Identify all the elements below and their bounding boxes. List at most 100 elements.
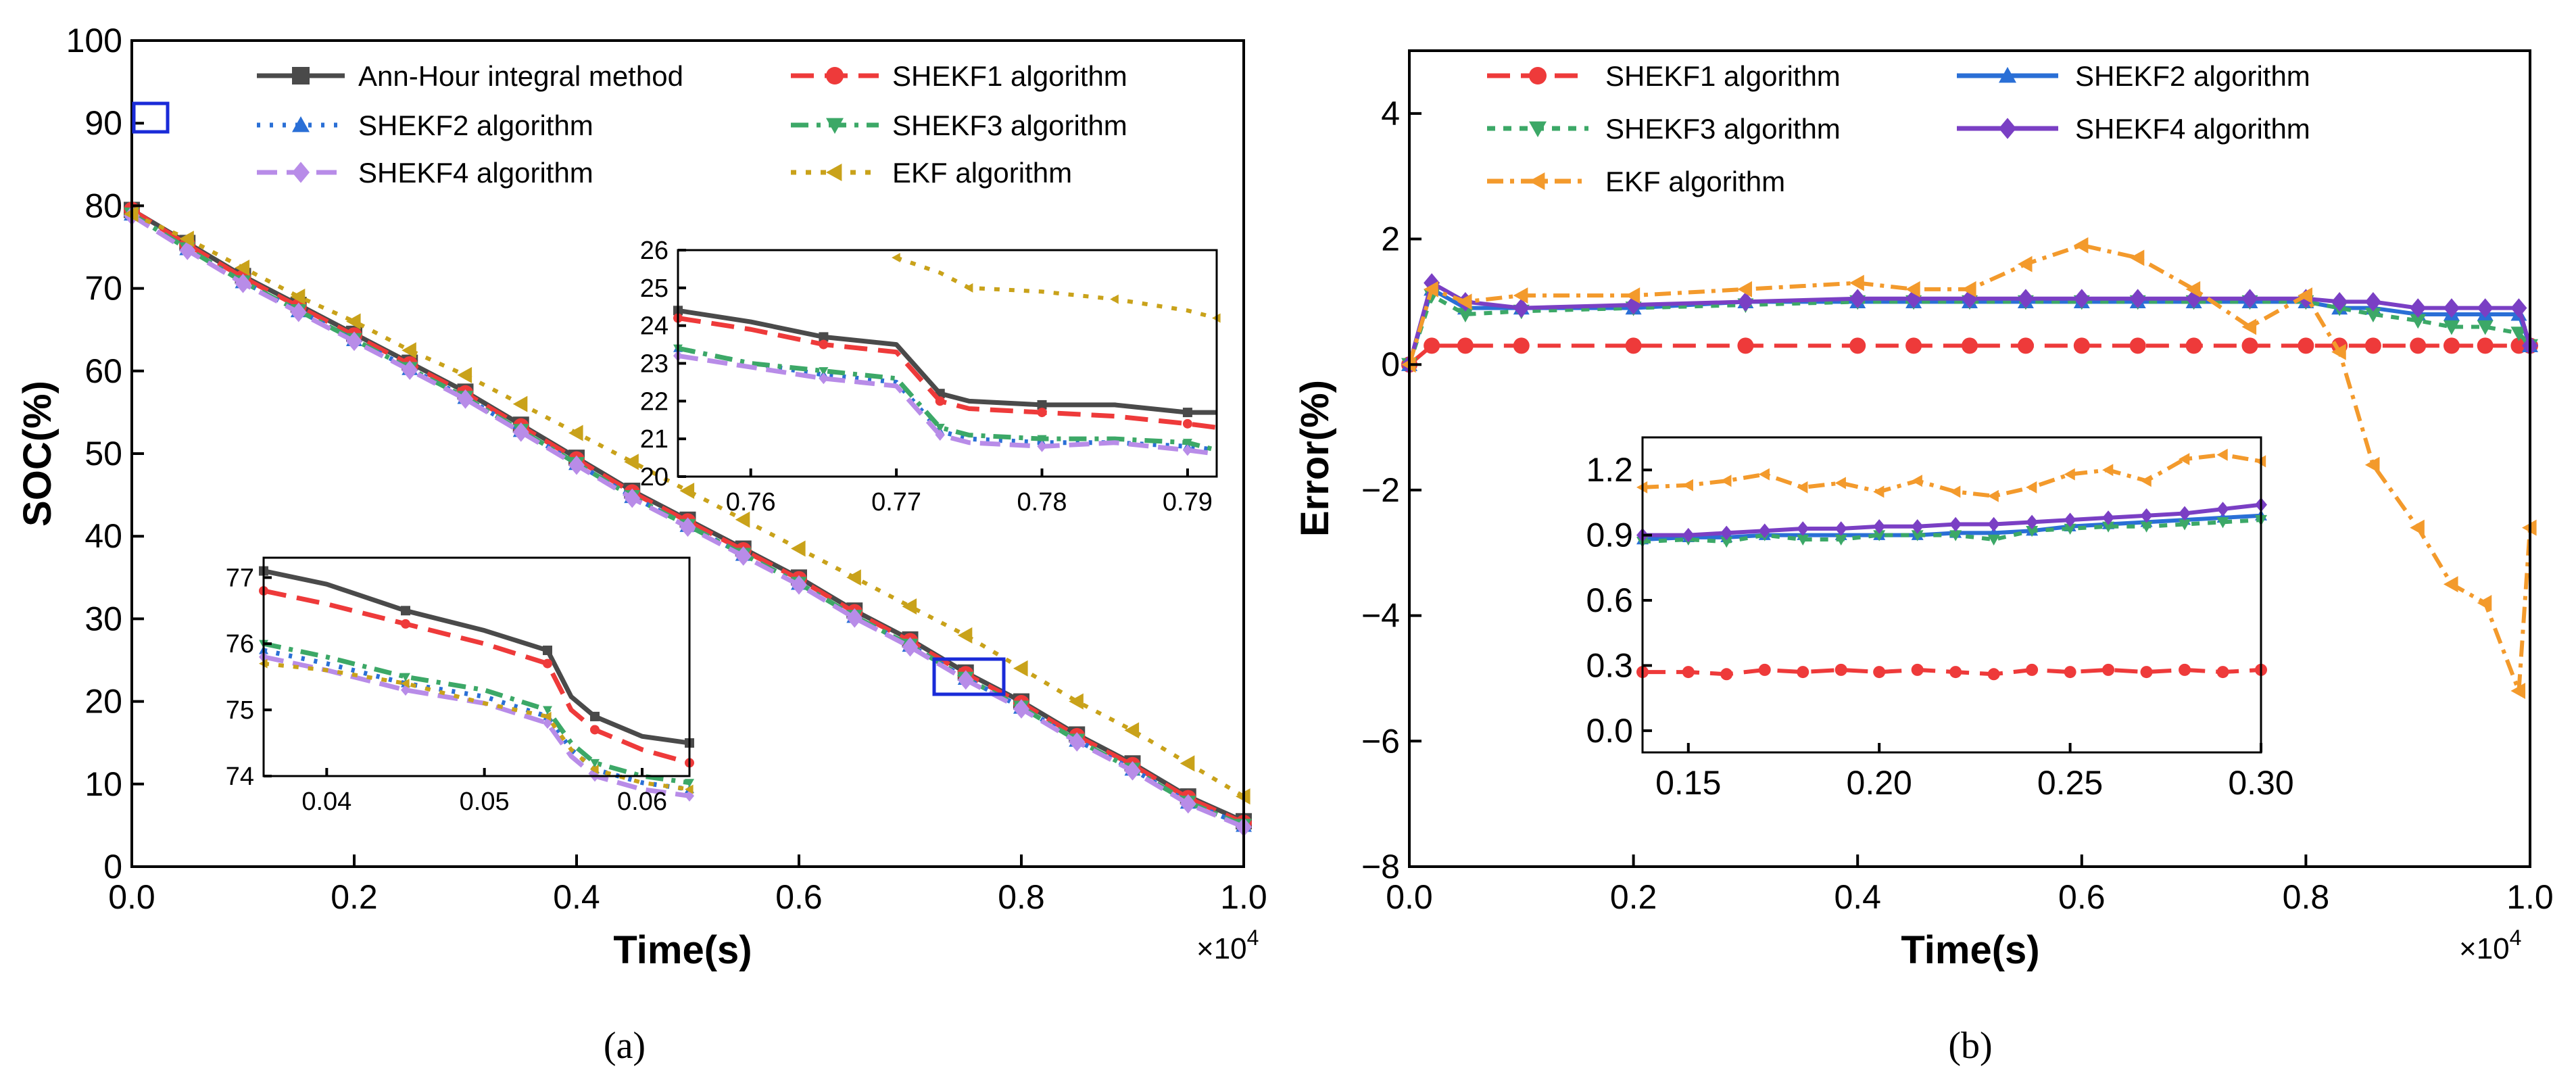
b-main-ytick-label-0: −8	[1361, 848, 1400, 886]
b-main-point-0-18	[2443, 337, 2460, 354]
a-main-point-5-1	[179, 231, 194, 247]
a-main-point-4-2	[235, 273, 251, 293]
a-main-point-4-3	[290, 302, 307, 322]
panel-b-x-axis-label: Time(s)	[1901, 928, 2039, 972]
b-main-point-4-2	[1457, 293, 1472, 310]
b-main-ytick-label-3: −2	[1361, 471, 1400, 509]
b-main-series-0	[1401, 337, 2538, 373]
a-legend-label-3: SHEKF3 algorithm	[892, 110, 1127, 141]
a-main-line-1	[130, 208, 1245, 825]
b-main-point-3-10	[2073, 289, 2090, 309]
panel-b-plot-frame	[1408, 49, 2531, 868]
panel-b-legend: SHEKF1 algorithm SHEKF2 algorithm SHEKF3 a…	[1487, 60, 2310, 197]
a-inset-lower-point-3-6	[590, 758, 600, 768]
b-main-point-3-9	[2017, 289, 2034, 309]
b-main-point-0-4	[1625, 337, 1642, 354]
a-main-series-5	[124, 206, 1250, 805]
b-main-point-4-1	[1424, 281, 1438, 297]
b-main-point-4-5	[1737, 281, 1752, 297]
a-inset-upper-point-0-6	[1037, 400, 1047, 410]
b-main-point-3-15	[2331, 291, 2348, 312]
b-main-point-2-20	[2510, 327, 2527, 341]
a-main-point-4-11	[735, 546, 752, 566]
a-main-point-4-12	[791, 575, 807, 595]
b-main-xtick-label-1: 0.2	[1610, 878, 1657, 916]
panel-b-series	[1401, 237, 2538, 700]
b-inset-ytick-label-4: 1.2	[1586, 451, 1633, 489]
panel-a-caption: (a)	[604, 1025, 646, 1067]
b-main-point-4-6	[1849, 274, 1864, 291]
b-inset-point-4-10	[2026, 481, 2037, 493]
b-main-point-0-14	[2298, 337, 2314, 354]
b-inset-ytick-label-0: 0.0	[1586, 712, 1633, 750]
b-inset-ytick-label-2: 0.6	[1586, 581, 1633, 619]
b-main-point-0-5	[1737, 337, 1754, 354]
b-main-point-4-15	[2331, 343, 2346, 360]
b-main-point-4-14	[2298, 287, 2312, 304]
b-main-series-4	[1401, 237, 2537, 700]
panel-b: 0.0 0.2 0.4 0.6 0.8 1.0 −8 −6 −4 −2 0 2 4 SHEKF1 alg…	[1293, 49, 2554, 1067]
panel-a-series	[124, 201, 1252, 837]
b-inset-point-4-3	[1758, 468, 1770, 481]
a-legend-item-0: Ann-Hour integral method	[257, 60, 683, 92]
b-inset-point-2-12	[2102, 521, 2115, 533]
b-main-point-0-13	[2241, 337, 2258, 354]
b-main-point-3-7	[1905, 289, 1922, 309]
a-main-point-4-14	[902, 637, 919, 657]
b-main-point-2-16	[2364, 308, 2381, 322]
a-legend-label-0: Ann-Hour integral method	[358, 60, 683, 92]
b-main-point-4-20	[2510, 683, 2526, 700]
b-main-point-4-18	[2443, 576, 2458, 593]
b-inset-point-0-13	[2140, 666, 2153, 679]
b-inset-ytick-label-1: 0.3	[1586, 646, 1633, 684]
b-main-point-0-11	[2129, 337, 2146, 354]
b-inset-point-2-8	[1949, 530, 1962, 541]
b-inset-point-0-9	[1987, 668, 2000, 681]
a-inset-upper-point-4-2	[819, 372, 829, 385]
b-legend-label-0: SHEKF1 algorithm	[1605, 60, 1841, 92]
panel-b-x-multiplier: ×104	[2459, 925, 2521, 965]
a-inset-upper-line-0	[677, 308, 1217, 415]
a-inset-upper-ytick-label-1: 21	[640, 425, 669, 454]
a-inset-upper-line-5	[896, 256, 1217, 320]
a-inset-upper-point-5-0	[892, 253, 900, 263]
b-legend-marker-0	[1529, 67, 1547, 85]
b-inset-point-0-14	[2179, 663, 2191, 676]
b-main-xtick-label-5: 1.0	[2506, 878, 2554, 916]
b-main-point-0-8	[1962, 337, 1978, 354]
b-main-ytick-label-4: 0	[1381, 345, 1400, 383]
b-main-point-3-4	[1625, 295, 1642, 315]
panel-b-y-axis-label: Error(%)	[1293, 380, 1337, 537]
a-main-xtick-label-0: 0.0	[108, 878, 155, 916]
a-inset-upper-point-5-4	[1110, 294, 1119, 304]
b-inset-point-3-11	[2064, 512, 2076, 527]
b-inset-point-4-5	[1834, 477, 1846, 489]
a-inset-upper-point-1-2	[819, 339, 829, 349]
a-inset-lower-point-1-6	[590, 725, 600, 735]
zoom-box-middle	[932, 657, 1006, 696]
a-main-point-5-11	[735, 511, 750, 528]
a-inset-upper-point-3-8	[1182, 439, 1192, 448]
a-inset-upper-xtick-label-1: 0.77	[871, 488, 921, 516]
b-main-point-0-12	[2185, 337, 2202, 354]
b-inset-point-3-13	[2140, 508, 2153, 523]
a-legend-marker-4	[292, 162, 310, 183]
b-main-ytick-label-5: 2	[1381, 220, 1400, 258]
b-inset-point-0-4	[1797, 666, 1809, 679]
b-inset-point-3-5	[1834, 521, 1847, 536]
panel-a-inset-lower: 0.04 0.05 0.06 74 75 76 77	[226, 556, 694, 816]
b-legend-label-2: SHEKF3 algorithm	[1605, 113, 1841, 145]
b-main-point-4-8	[1962, 281, 1976, 297]
b-inset-point-0-6	[1873, 666, 1886, 679]
panel-a: 0.0 0.2 0.4 0.6 0.8 1.0 0 10 20 30 40 50 60 70 80 90 100…	[16, 22, 1267, 1067]
a-main-xtick-label-5: 1.0	[1220, 878, 1267, 916]
b-legend-marker-4	[1529, 172, 1545, 190]
b-inset-point-2-7	[1911, 530, 1924, 541]
a-inset-lower-line-5	[263, 661, 690, 792]
a-legend-marker-2	[292, 116, 310, 132]
a-inset-lower-point-5-8	[685, 784, 694, 794]
b-inset-point-0-8	[1949, 666, 1962, 679]
b-inset-point-0-12	[2102, 663, 2115, 676]
b-main-point-3-11	[2129, 289, 2146, 309]
b-inset-point-3-14	[2179, 506, 2191, 521]
